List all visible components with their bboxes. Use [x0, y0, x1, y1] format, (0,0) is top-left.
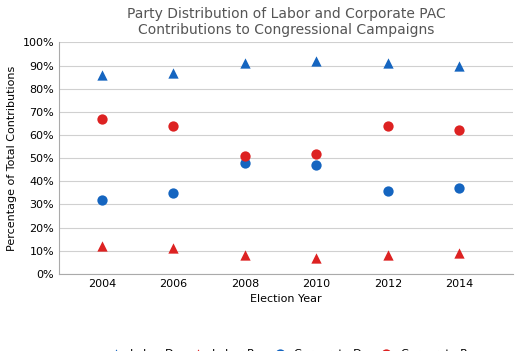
Labor R	[241, 252, 249, 258]
Title: Party Distribution of Labor and Corporate PAC
Contributions to Congressional Cam: Party Distribution of Labor and Corporat…	[127, 7, 446, 37]
Labor R	[384, 252, 392, 258]
Labor D	[241, 60, 249, 66]
Corporate R	[241, 153, 249, 159]
Labor R	[456, 250, 464, 256]
Corporate D	[98, 197, 106, 203]
Corporate D	[384, 188, 392, 193]
Labor D	[169, 70, 177, 75]
X-axis label: Election Year: Election Year	[250, 294, 322, 304]
Corporate R	[456, 127, 464, 133]
Corporate D	[456, 185, 464, 191]
Labor D	[312, 58, 320, 64]
Corporate R	[312, 151, 320, 156]
Legend: Labor D, Labor R, Corporate D, Corporate R: Labor D, Labor R, Corporate D, Corporate…	[100, 344, 472, 351]
Corporate D	[241, 160, 249, 166]
Corporate R	[169, 123, 177, 128]
Corporate D	[169, 190, 177, 196]
Corporate R	[384, 123, 392, 128]
Corporate D	[312, 162, 320, 168]
Labor R	[312, 255, 320, 260]
Corporate R	[98, 116, 106, 121]
Y-axis label: Percentage of Total Contributions: Percentage of Total Contributions	[7, 66, 17, 251]
Labor R	[98, 243, 106, 249]
Labor D	[456, 63, 464, 68]
Labor D	[384, 60, 392, 66]
Labor D	[98, 72, 106, 78]
Labor R	[169, 246, 177, 251]
